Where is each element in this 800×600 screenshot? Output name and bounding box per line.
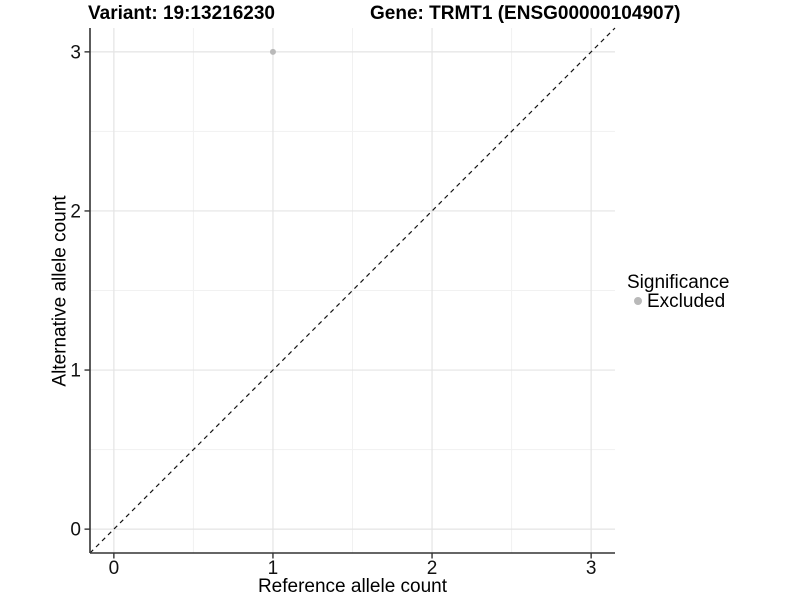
- legend-title: Significance: [627, 272, 730, 293]
- legend-item-label: Excluded: [647, 290, 726, 312]
- x-tick-label: 1: [268, 558, 279, 579]
- y-axis-title: Alternative allele count: [49, 195, 71, 387]
- y-tick-label: 3: [70, 42, 81, 63]
- y-tick-label: 1: [70, 361, 81, 382]
- x-tick-label: 2: [427, 558, 438, 579]
- x-tick-label: 0: [109, 558, 120, 579]
- legend-item: Excluded: [634, 290, 726, 312]
- gene-title: Gene: TRMT1 (ENSG00000104907): [370, 3, 681, 24]
- data-point: [269, 48, 276, 55]
- x-axis-title: Reference allele count: [257, 576, 448, 597]
- legend-point-icon: [634, 297, 642, 305]
- y-tick-label: 0: [70, 520, 81, 541]
- variant-title: Variant: 19:13216230: [88, 3, 275, 24]
- legend: Significance Excluded: [627, 270, 797, 320]
- y-tick-label: 2: [70, 201, 81, 222]
- x-tick-label: 3: [586, 558, 597, 579]
